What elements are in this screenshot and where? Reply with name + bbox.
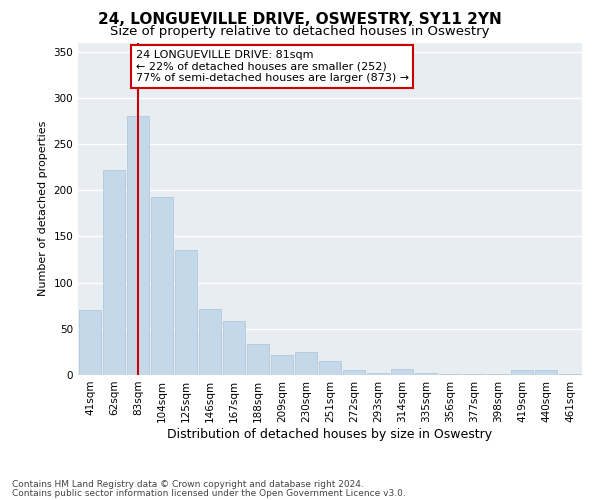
Bar — [535, 370, 557, 375]
Text: Size of property relative to detached houses in Oswestry: Size of property relative to detached ho… — [110, 25, 490, 38]
Bar — [247, 344, 269, 375]
Bar — [223, 322, 245, 375]
Text: 24 LONGUEVILLE DRIVE: 81sqm
← 22% of detached houses are smaller (252)
77% of se: 24 LONGUEVILLE DRIVE: 81sqm ← 22% of det… — [136, 50, 409, 83]
Bar — [103, 170, 125, 375]
Bar — [367, 373, 389, 375]
Bar — [559, 374, 581, 375]
Text: Contains public sector information licensed under the Open Government Licence v3: Contains public sector information licen… — [12, 488, 406, 498]
Bar — [175, 250, 197, 375]
Bar — [319, 361, 341, 375]
Bar — [439, 374, 461, 375]
Bar — [127, 116, 149, 375]
Bar — [415, 373, 437, 375]
Bar — [271, 354, 293, 375]
Text: Contains HM Land Registry data © Crown copyright and database right 2024.: Contains HM Land Registry data © Crown c… — [12, 480, 364, 489]
Bar — [343, 370, 365, 375]
X-axis label: Distribution of detached houses by size in Oswestry: Distribution of detached houses by size … — [167, 428, 493, 440]
Text: 24, LONGUEVILLE DRIVE, OSWESTRY, SY11 2YN: 24, LONGUEVILLE DRIVE, OSWESTRY, SY11 2Y… — [98, 12, 502, 28]
Bar — [295, 352, 317, 375]
Bar — [511, 370, 533, 375]
Bar — [487, 374, 509, 375]
Bar — [463, 374, 485, 375]
Bar — [391, 370, 413, 375]
Bar — [79, 310, 101, 375]
Bar — [199, 308, 221, 375]
Bar — [151, 196, 173, 375]
Y-axis label: Number of detached properties: Number of detached properties — [38, 121, 48, 296]
